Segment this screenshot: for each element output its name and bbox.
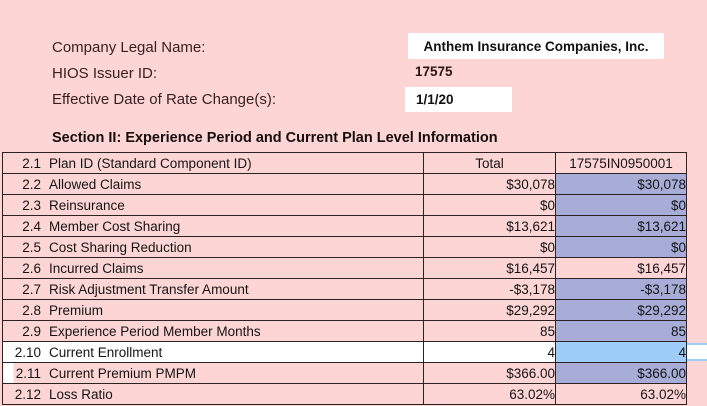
cell-row-label[interactable]: 2.12 Loss Ratio	[2, 383, 424, 405]
cell-total-value[interactable]: 63.02%	[423, 383, 556, 405]
row-label-text: Reinsurance	[49, 197, 125, 213]
cell-total-value[interactable]: -$3,178	[423, 278, 556, 300]
experience-period-table: 2.1 Plan ID (Standard Component ID) Total 1…	[2, 152, 687, 405]
table-row: 2.4 Member Cost Sharing $13,621 $13,621	[2, 215, 687, 237]
row-number: 2.7	[22, 281, 41, 297]
hios-issuer-id-value[interactable]: 17575	[415, 64, 453, 79]
cell-total-value[interactable]: $366.00	[423, 362, 556, 384]
cell-row-label[interactable]: 2.2 Allowed Claims	[2, 173, 424, 195]
row-number: 2.12	[14, 386, 41, 402]
row-number: 2.1	[22, 155, 41, 171]
cell-plan-value[interactable]: $30,078	[555, 173, 687, 195]
cell-total-value[interactable]: $0	[423, 236, 556, 258]
row-label-text: Member Cost Sharing	[49, 218, 181, 234]
table-row: 2.7 Risk Adjustment Transfer Amount -$3,17…	[2, 278, 687, 300]
row-label-text: Plan ID (Standard Component ID)	[49, 155, 252, 171]
row-label-text: Experience Period Member Months	[49, 323, 261, 339]
company-legal-name-label: Company Legal Name:	[52, 39, 206, 56]
row-label-text: Current Premium PMPM	[49, 365, 197, 381]
table-row: 2.8 Premium $29,292 $29,292	[2, 299, 687, 321]
cell-plan-value[interactable]: $0	[555, 236, 687, 258]
row-number: 2.2	[22, 176, 41, 192]
cell-total-value[interactable]: $29,292	[423, 299, 556, 321]
row-label-text: Allowed Claims	[49, 176, 142, 192]
cell-row-label[interactable]: 2.3 Reinsurance	[2, 194, 424, 216]
effective-date-value[interactable]: 1/1/20	[405, 87, 512, 112]
cell-plan-value[interactable]: 85	[555, 320, 687, 342]
cell-total-value[interactable]: $13,621	[423, 215, 556, 237]
cell-plan-value[interactable]: 63.02%	[555, 383, 687, 405]
row-number: 2.10	[14, 344, 41, 360]
cell-plan-value[interactable]: 17575IN0950001	[555, 152, 687, 174]
table-row: 2.6 Incurred Claims $16,457 $16,457	[2, 257, 687, 279]
table-row: 2.5 Cost Sharing Reduction $0 $0	[2, 236, 687, 258]
cell-plan-value[interactable]: 4	[555, 341, 687, 363]
row-label-text: Loss Ratio	[49, 386, 113, 402]
row-number: 2.6	[22, 260, 41, 276]
row-label-text: Risk Adjustment Transfer Amount	[49, 281, 249, 297]
cell-total-value[interactable]: 4	[423, 341, 556, 363]
row-number: 2.3	[22, 197, 41, 213]
table-row: 2.11 Current Premium PMPM $366.00 $366.00	[2, 362, 687, 384]
cell-plan-value[interactable]: $366.00	[555, 362, 687, 384]
row-label-text: Premium	[49, 302, 104, 318]
cell-row-label[interactable]: 2.7 Risk Adjustment Transfer Amount	[2, 278, 424, 300]
cell-row-label[interactable]: 2.4 Member Cost Sharing	[2, 215, 424, 237]
section-title: Section II: Experience Period and Curren…	[52, 130, 498, 146]
cell-plan-value[interactable]: $0	[555, 194, 687, 216]
cell-plan-value[interactable]: $13,621	[555, 215, 687, 237]
cell-row-label[interactable]: 2.6 Incurred Claims	[2, 257, 424, 279]
row-number: 2.9	[22, 323, 41, 339]
table-row: 2.1 Plan ID (Standard Component ID) Total 1…	[2, 152, 687, 174]
hios-issuer-id-label: HIOS Issuer ID:	[52, 65, 158, 82]
row-label-text: Current Enrollment	[49, 344, 163, 360]
row-number: 2.4	[22, 218, 41, 234]
row-number: 2.11	[15, 365, 41, 381]
cell-row-label[interactable]: 2.10 Current Enrollment	[2, 341, 424, 363]
row-number: 2.8	[22, 302, 41, 318]
cell-total-value[interactable]: Total	[423, 152, 556, 174]
row-label-text: Cost Sharing Reduction	[49, 239, 192, 255]
table-row: 2.10 Current Enrollment 4 4	[2, 341, 687, 363]
cell-total-value[interactable]: 85	[423, 320, 556, 342]
row-number: 2.5	[22, 239, 41, 255]
cell-row-label[interactable]: 2.9 Experience Period Member Months	[2, 320, 424, 342]
cell-plan-value[interactable]: -$3,178	[555, 278, 687, 300]
cell-total-value[interactable]: $0	[423, 194, 556, 216]
effective-date-label: Effective Date of Rate Change(s):	[52, 91, 277, 108]
cell-row-label[interactable]: 2.1 Plan ID (Standard Component ID)	[2, 152, 424, 174]
cell-plan-value[interactable]: $16,457	[555, 257, 687, 279]
cell-total-value[interactable]: $16,457	[423, 257, 556, 279]
cell-row-label[interactable]: 2.11 Current Premium PMPM	[2, 362, 424, 384]
cell-plan-value[interactable]: $29,292	[555, 299, 687, 321]
table-row: 2.12 Loss Ratio 63.02% 63.02%	[2, 383, 687, 405]
row-label-text: Incurred Claims	[49, 260, 144, 276]
table-row: 2.9 Experience Period Member Months 85 85	[2, 320, 687, 342]
table-row: 2.3 Reinsurance $0 $0	[2, 194, 687, 216]
row-selection-overflow	[687, 343, 707, 361]
cell-row-label[interactable]: 2.5 Cost Sharing Reduction	[2, 236, 424, 258]
cell-total-value[interactable]: $30,078	[423, 173, 556, 195]
cell-row-label[interactable]: 2.8 Premium	[2, 299, 424, 321]
company-legal-name-value[interactable]: Anthem Insurance Companies, Inc.	[408, 33, 664, 59]
table-row: 2.2 Allowed Claims $30,078 $30,078	[2, 173, 687, 195]
